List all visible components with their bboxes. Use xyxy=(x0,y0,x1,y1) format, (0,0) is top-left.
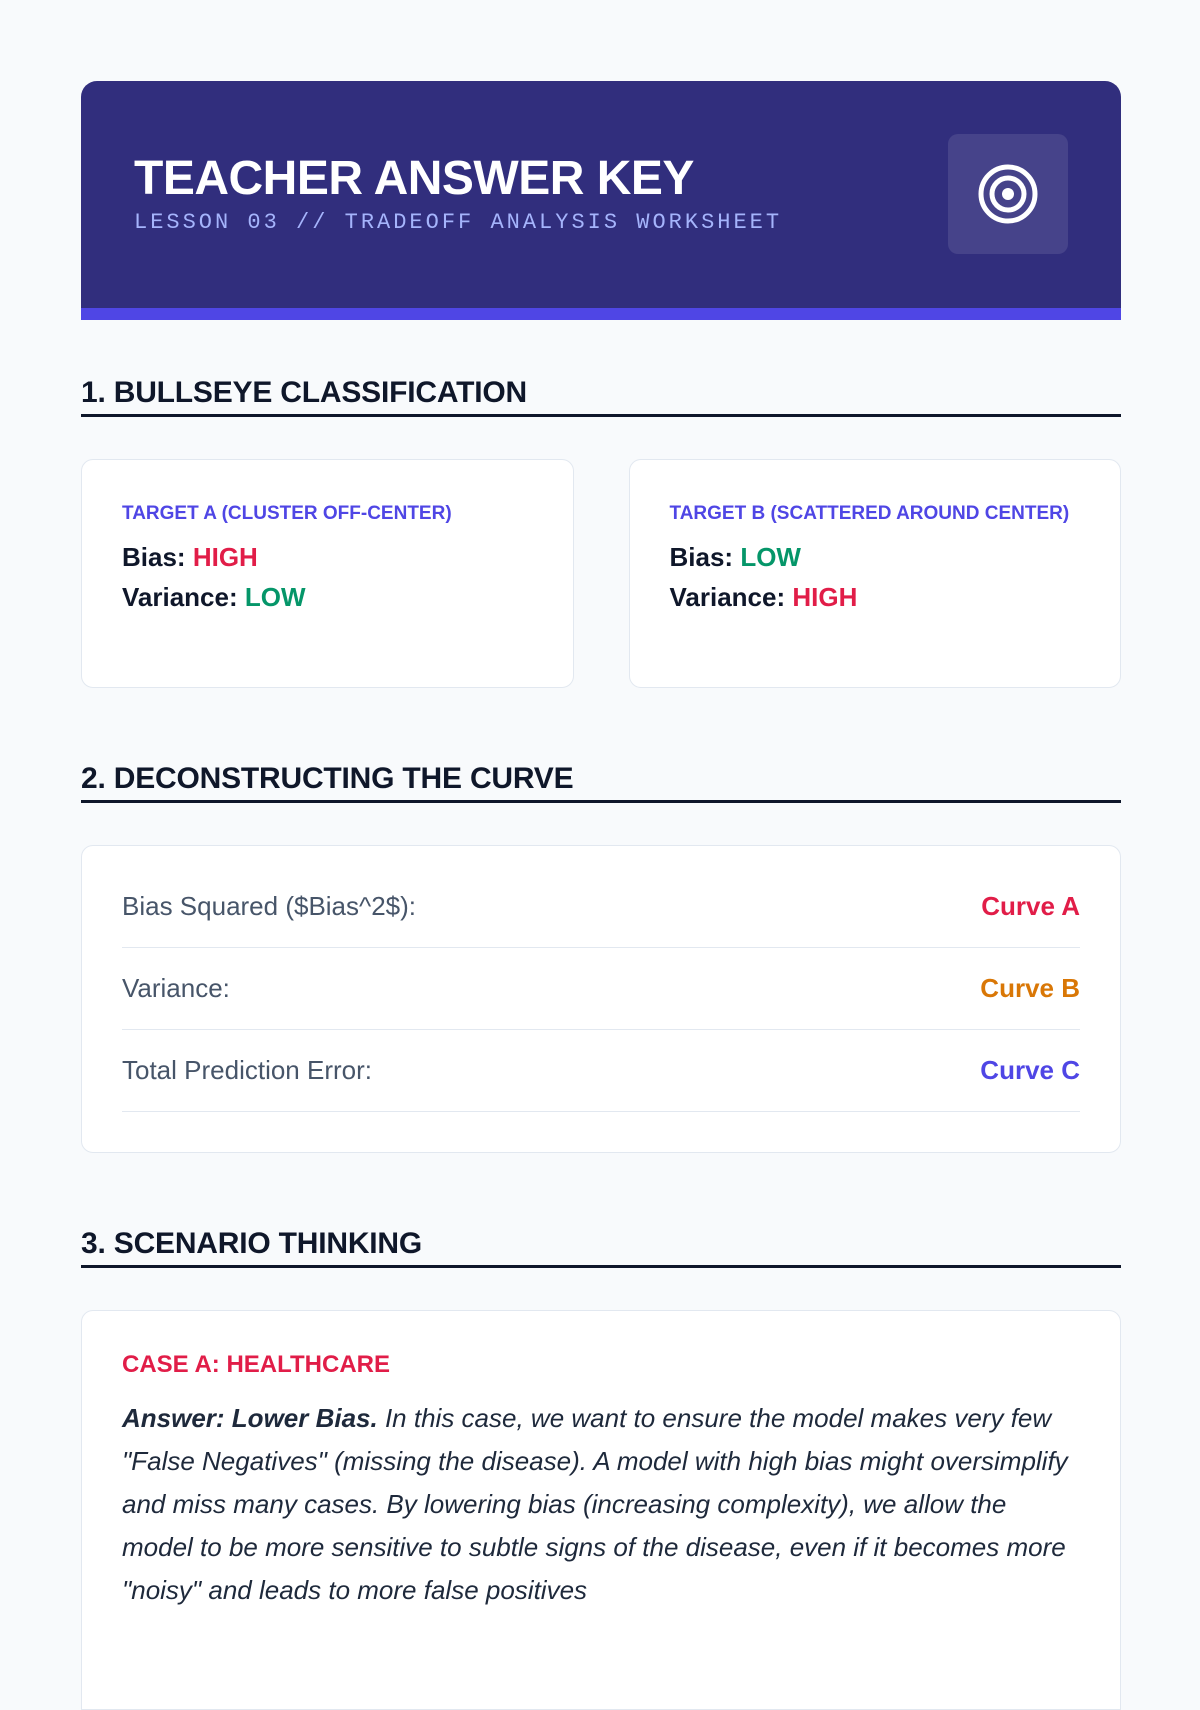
worksheet: TEACHER ANSWER KEY LESSON 03 // TRADEOFF… xyxy=(81,81,1121,1710)
bias-label: Bias: xyxy=(669,542,734,572)
row-key: Total Prediction Error: xyxy=(122,1055,372,1085)
target-icon xyxy=(978,164,1038,224)
section-heading: 3. SCENARIO THINKING xyxy=(81,1227,1121,1268)
case-label: CASE A: HEALTHCARE xyxy=(122,1351,390,1378)
page-title: TEACHER ANSWER KEY xyxy=(134,152,694,205)
row-key: Variance: xyxy=(122,973,230,1003)
card-label: TARGET A (CLUSTER OFF-CENTER) xyxy=(122,503,452,524)
bias-value: HIGH xyxy=(192,542,258,572)
section-heading: 1. BULLSEYE CLASSIFICATION xyxy=(81,376,1121,417)
bias-label: Bias: xyxy=(122,542,186,572)
page-subtitle: LESSON 03 // TRADEOFF ANALYSIS WORKSHEET xyxy=(134,210,783,235)
target-icon-box xyxy=(948,134,1068,254)
row-value: Curve C xyxy=(980,1055,1080,1085)
curve-row: Bias Squared ($Bias^2$): Curve A xyxy=(122,866,1080,948)
answer-text: In this case, we want to ensure the mode… xyxy=(122,1403,1068,1605)
header-banner: TEACHER ANSWER KEY LESSON 03 // TRADEOFF… xyxy=(81,81,1121,320)
card-label: TARGET B (SCATTERED AROUND CENTER) xyxy=(669,503,1070,524)
row-value: Curve B xyxy=(980,973,1080,1003)
target-a-card: TARGET A (CLUSTER OFF-CENTER) Bias: HIGH… xyxy=(81,459,574,688)
row-key: Bias Squared ($Bias^2$): xyxy=(122,891,417,921)
curve-card: Bias Squared ($Bias^2$): Curve A Variance… xyxy=(81,845,1121,1153)
variance-label: Variance: xyxy=(669,582,786,612)
row-value: Curve A xyxy=(981,891,1080,921)
curve-row: Variance: Curve B xyxy=(122,948,1080,1030)
scenario-card: CASE A: HEALTHCARE Answer: Lower Bias. I… xyxy=(81,1310,1121,1710)
section-heading: 2. DECONSTRUCTING THE CURVE xyxy=(81,762,1121,803)
variance-value: LOW xyxy=(244,582,306,612)
case-answer: Answer: Lower Bias. In this case, we wan… xyxy=(122,1397,1080,1612)
curve-row: Total Prediction Error: Curve C xyxy=(122,1030,1080,1112)
variance-label: Variance: xyxy=(122,582,238,612)
variance-value: HIGH xyxy=(792,582,858,612)
target-b-card: TARGET B (SCATTERED AROUND CENTER) Bias:… xyxy=(628,459,1121,688)
answer-lead: Answer: Lower Bias. xyxy=(122,1403,378,1433)
bias-value: LOW xyxy=(740,542,801,572)
